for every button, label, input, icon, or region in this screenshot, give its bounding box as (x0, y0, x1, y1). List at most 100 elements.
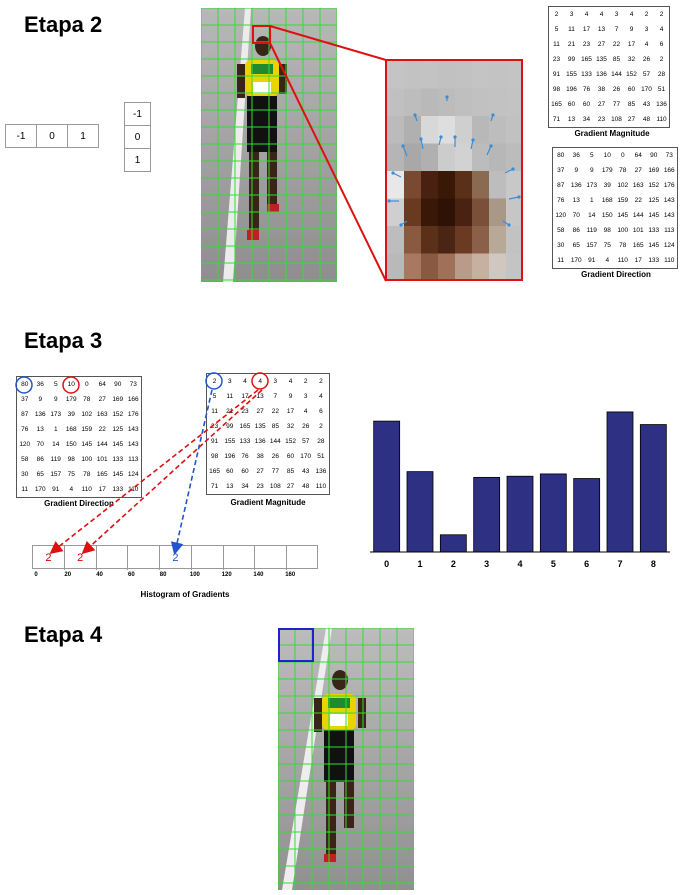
matrix-cell: 5 (554, 26, 559, 33)
matrix-cell: 60 (241, 468, 249, 475)
matrix-cell: 87 (557, 182, 565, 189)
matrix-cell: 76 (241, 453, 249, 460)
block-window-highlight (278, 628, 314, 662)
matrix-cell: 28 (657, 71, 666, 78)
matrix-cell: 3 (569, 11, 574, 18)
matrix-cell: 11 (226, 393, 234, 400)
matrix-cell: 0 (620, 152, 625, 159)
matrix-cell: 143 (663, 212, 675, 219)
histogram-bin-ticks: 0 20 40 60 80 100 120 140 160 (32, 572, 318, 582)
matrix-cell: 78 (619, 167, 627, 174)
histogram-bin-label: 20 (64, 572, 72, 578)
matrix-cell: 101 (96, 456, 108, 463)
matrix-cell: 27 (98, 396, 106, 403)
matrix-cell: 144 (632, 212, 644, 219)
matrix-cell: 36 (36, 381, 44, 388)
matrix-cell: 165 (551, 101, 562, 108)
matrix-cell: 11 (557, 257, 565, 264)
matrix-cell: 70 (572, 212, 580, 219)
bar (606, 411, 634, 553)
matrix-cell: 23 (597, 116, 606, 123)
matrix-cell: 136 (315, 468, 327, 475)
matrix-cell: 26 (302, 423, 310, 430)
matrix-cell: 23 (241, 408, 249, 415)
matrix-cell: 7 (273, 393, 278, 400)
hog-bar-chart: 0 1 2 3 4 5 6 7 8 (370, 411, 670, 569)
histogram-bin-cell (97, 546, 129, 570)
matrix-cell: 9 (589, 167, 594, 174)
matrix-cell: 28 (317, 438, 325, 445)
matrix-cell: 2 (319, 423, 323, 430)
matrix-cell: 91 (210, 438, 219, 445)
matrix-cell: 48 (642, 116, 651, 123)
matrix-cell: 9 (629, 26, 634, 33)
matrix-cell: 110 (315, 483, 327, 490)
matrix-cell: 145 (112, 441, 124, 448)
matrix-cell: 165 (239, 423, 251, 430)
matrix-cell: 157 (50, 471, 62, 478)
matrix-cell: 30 (21, 471, 29, 478)
matrix-cell: 27 (627, 116, 636, 123)
gradient-magnitude-table-stage3: 2344342251117137934112123272217462399165… (206, 373, 330, 495)
matrix-cell: 51 (657, 86, 666, 93)
bar-category-label: 7 (617, 559, 622, 569)
matrix-cell: 4 (303, 408, 308, 415)
matrix-cell: 176 (127, 411, 139, 418)
matrix-cell: 2 (659, 11, 664, 18)
matrix-cell: 165 (209, 468, 221, 475)
matrix-cell: 23 (582, 41, 591, 48)
matrix-cell: 100 (81, 456, 93, 463)
matrix-cell: 2 (303, 378, 308, 385)
matrix-cell: 87 (21, 411, 29, 418)
histogram-bin-cell (255, 546, 288, 570)
matrix-cell: 4 (319, 393, 323, 400)
arrow-to-bin-20 (81, 389, 263, 555)
matrix-cell: 196 (566, 86, 577, 93)
matrix-cell: 71 (210, 483, 219, 490)
matrix-cell: 150 (65, 441, 77, 448)
matrix-cell: 13 (36, 426, 44, 433)
matrix-cell: 163 (96, 411, 108, 418)
matrix-cell: 133 (112, 486, 124, 493)
matrix-cell: 34 (582, 116, 591, 123)
histogram-bin-label: 0 (34, 572, 38, 578)
matrix-cell: 90 (650, 152, 658, 159)
matrix-cell: 159 (617, 197, 629, 204)
runner-photo-svg (200, 7, 338, 282)
matrix-cell: 17 (627, 41, 636, 48)
matrix-cell: 38 (256, 453, 264, 460)
matrix-cell: 1 (589, 197, 594, 204)
matrix-cell: 23 (256, 483, 264, 490)
matrix-cell: 113 (664, 227, 675, 234)
bar (473, 476, 501, 553)
kernel-cell: 0 (36, 124, 68, 148)
gradient-magnitude-table: 2 3 4 4 3 4 2 2 5 11 17 13 7 9 3 4 11 21 23 27 22 17 4 6 23 99 165… (548, 6, 670, 128)
bar-category-label: 0 (384, 559, 389, 569)
matrix-cell: 78 (83, 471, 91, 478)
matrix-cell: 37 (557, 167, 565, 174)
matrix-cell: 135 (596, 56, 607, 63)
matrix-cell: 3 (273, 378, 278, 385)
matrix-cell: 14 (52, 441, 60, 448)
matrix-cell: 60 (226, 468, 234, 475)
gradient-direction-table-stage3: 80 36 5 10 0 64 90 73 37 9 9 179 78 27 169 166 87 136 173 3… (16, 376, 142, 498)
matrix-cell: 2 (659, 56, 664, 63)
matrix-cell: 11 (553, 41, 560, 48)
kernel-cell: 0 (124, 125, 151, 149)
matrix-cell: 60 (582, 101, 591, 108)
matrix-cell: 5 (589, 152, 594, 159)
histogram-bin-label: 140 (253, 572, 264, 578)
matrix-cell: 71 (552, 116, 561, 123)
matrix-cell: 39 (603, 182, 611, 189)
histogram-bin-label: 120 (221, 572, 232, 578)
matrix-cell: 3 (614, 11, 619, 18)
matrix-cell: 43 (642, 101, 651, 108)
matrix-cell: 165 (632, 242, 644, 249)
matrix-cell: 2 (212, 378, 217, 385)
matrix-cell: 73 (665, 152, 673, 159)
matrix-cell: 76 (557, 197, 565, 204)
matrix-cell: 110 (617, 257, 628, 264)
matrix-cell: 57 (302, 438, 310, 445)
runner-photo-grid-stage4 (277, 627, 415, 890)
